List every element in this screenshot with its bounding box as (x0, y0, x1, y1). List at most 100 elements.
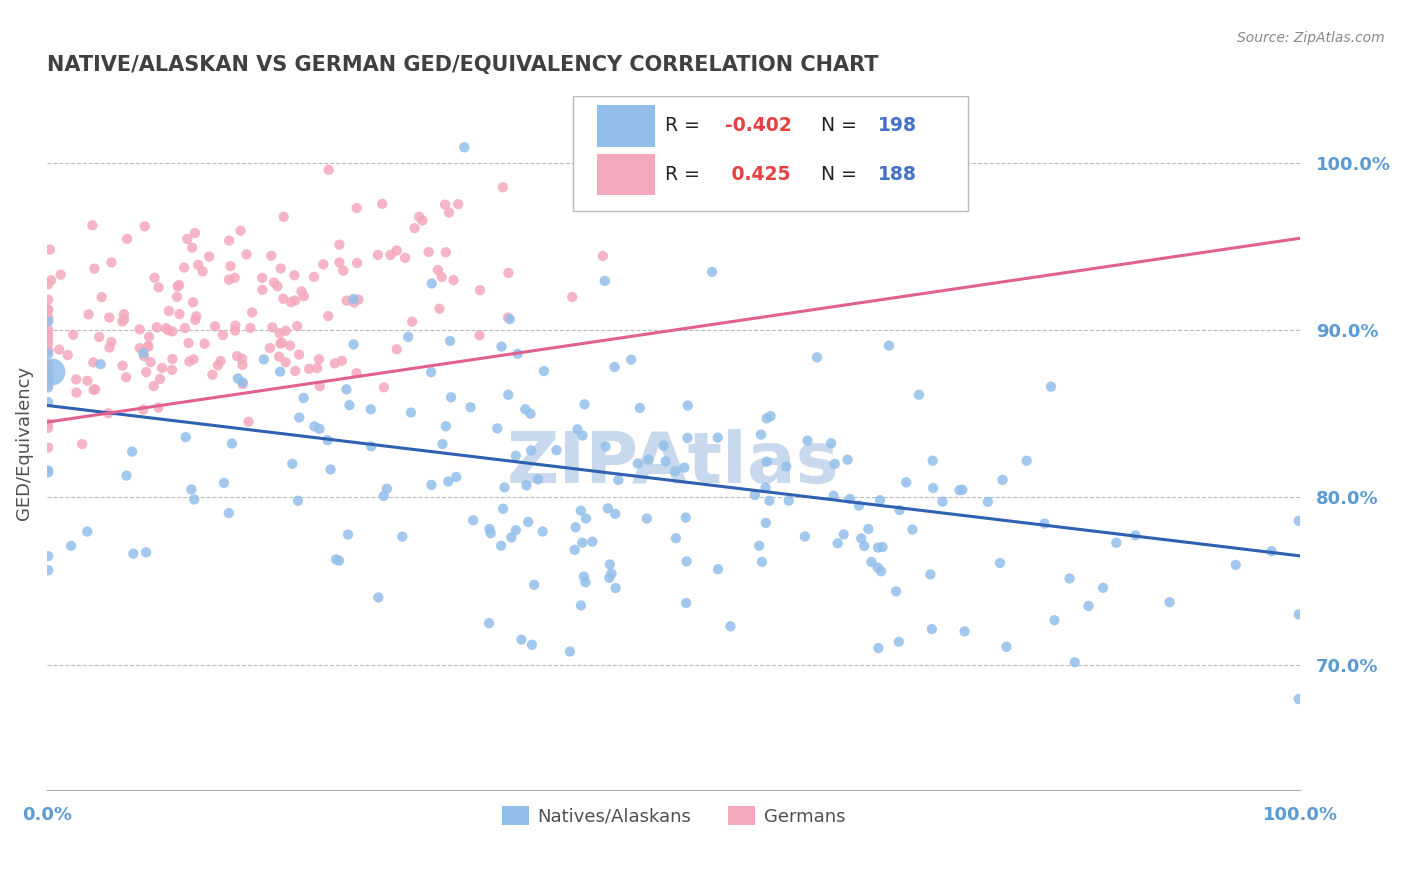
Point (304, 419, 326, 434)
Point (676, 399, 699, 413)
Point (253, 352, 276, 367)
Point (848, 499, 870, 513)
Point (420, 365, 443, 379)
Point (505, 449, 527, 463)
Point (330, 353, 353, 368)
Point (1033, 516, 1056, 531)
Point (347, 293, 370, 307)
Point (173, 260, 195, 275)
Point (675, 596, 697, 610)
Point (181, 241, 204, 255)
Text: ZIPAtlas: ZIPAtlas (508, 429, 839, 499)
Point (755, 411, 778, 425)
FancyBboxPatch shape (598, 105, 655, 147)
Point (1105, 536, 1128, 550)
Point (37, 364, 59, 378)
Point (132, 346, 155, 360)
Point (1260, 544, 1282, 558)
Point (37, 377, 59, 392)
Point (37, 563, 59, 577)
Point (278, 338, 301, 352)
Point (128, 341, 150, 355)
Point (373, 489, 395, 503)
Text: N =: N = (821, 165, 863, 184)
FancyBboxPatch shape (598, 153, 655, 195)
Point (37, 347, 59, 361)
Point (991, 473, 1014, 487)
Point (183, 352, 205, 367)
Point (637, 452, 659, 467)
Point (335, 382, 357, 396)
Point (447, 197, 470, 211)
Point (90, 357, 112, 371)
Point (418, 245, 440, 260)
Point (280, 295, 302, 310)
Point (128, 322, 150, 336)
Point (411, 213, 433, 227)
Text: 188: 188 (877, 165, 917, 184)
Point (839, 491, 862, 506)
Point (283, 268, 305, 283)
Point (499, 312, 522, 326)
Point (600, 566, 623, 581)
Point (501, 531, 523, 545)
Point (285, 319, 308, 334)
Point (112, 307, 135, 321)
Point (262, 320, 284, 334)
Point (676, 431, 699, 445)
Point (37, 421, 59, 435)
Point (37, 303, 59, 318)
Point (569, 599, 592, 613)
Point (37, 417, 59, 431)
Point (76, 524, 98, 539)
Point (224, 270, 246, 285)
Point (858, 522, 880, 536)
Point (183, 492, 205, 507)
Point (519, 407, 541, 421)
Point (988, 556, 1011, 570)
Point (498, 266, 520, 280)
Point (115, 232, 138, 246)
Point (478, 522, 501, 536)
Point (174, 321, 197, 335)
Point (437, 475, 460, 489)
Point (37, 327, 59, 342)
Point (89, 330, 111, 344)
Point (56, 348, 79, 362)
Point (592, 249, 614, 263)
Point (191, 264, 214, 278)
Point (149, 372, 172, 386)
Point (37, 314, 59, 328)
Point (579, 195, 602, 210)
Point (385, 343, 408, 357)
Point (572, 569, 595, 583)
Point (394, 251, 416, 265)
Point (1015, 453, 1038, 467)
Point (37, 314, 59, 328)
Point (231, 358, 253, 372)
Point (1092, 581, 1115, 595)
Text: Source: ZipAtlas.com: Source: ZipAtlas.com (1237, 31, 1385, 45)
Point (37, 357, 59, 371)
Point (37, 373, 59, 387)
Point (506, 347, 529, 361)
Point (269, 326, 291, 341)
Point (872, 540, 894, 554)
Point (274, 355, 297, 369)
Point (373, 380, 395, 394)
Point (284, 364, 307, 378)
Text: 0.425: 0.425 (725, 165, 790, 184)
Point (564, 542, 586, 557)
Text: -0.402: -0.402 (725, 117, 792, 136)
Point (385, 244, 408, 258)
Point (950, 483, 973, 497)
Point (281, 457, 304, 471)
Point (1040, 379, 1063, 393)
Point (468, 328, 491, 343)
Point (806, 351, 828, 365)
Point (977, 495, 1000, 509)
Point (155, 321, 177, 335)
Point (593, 274, 616, 288)
Point (479, 526, 502, 541)
Point (489, 539, 512, 553)
